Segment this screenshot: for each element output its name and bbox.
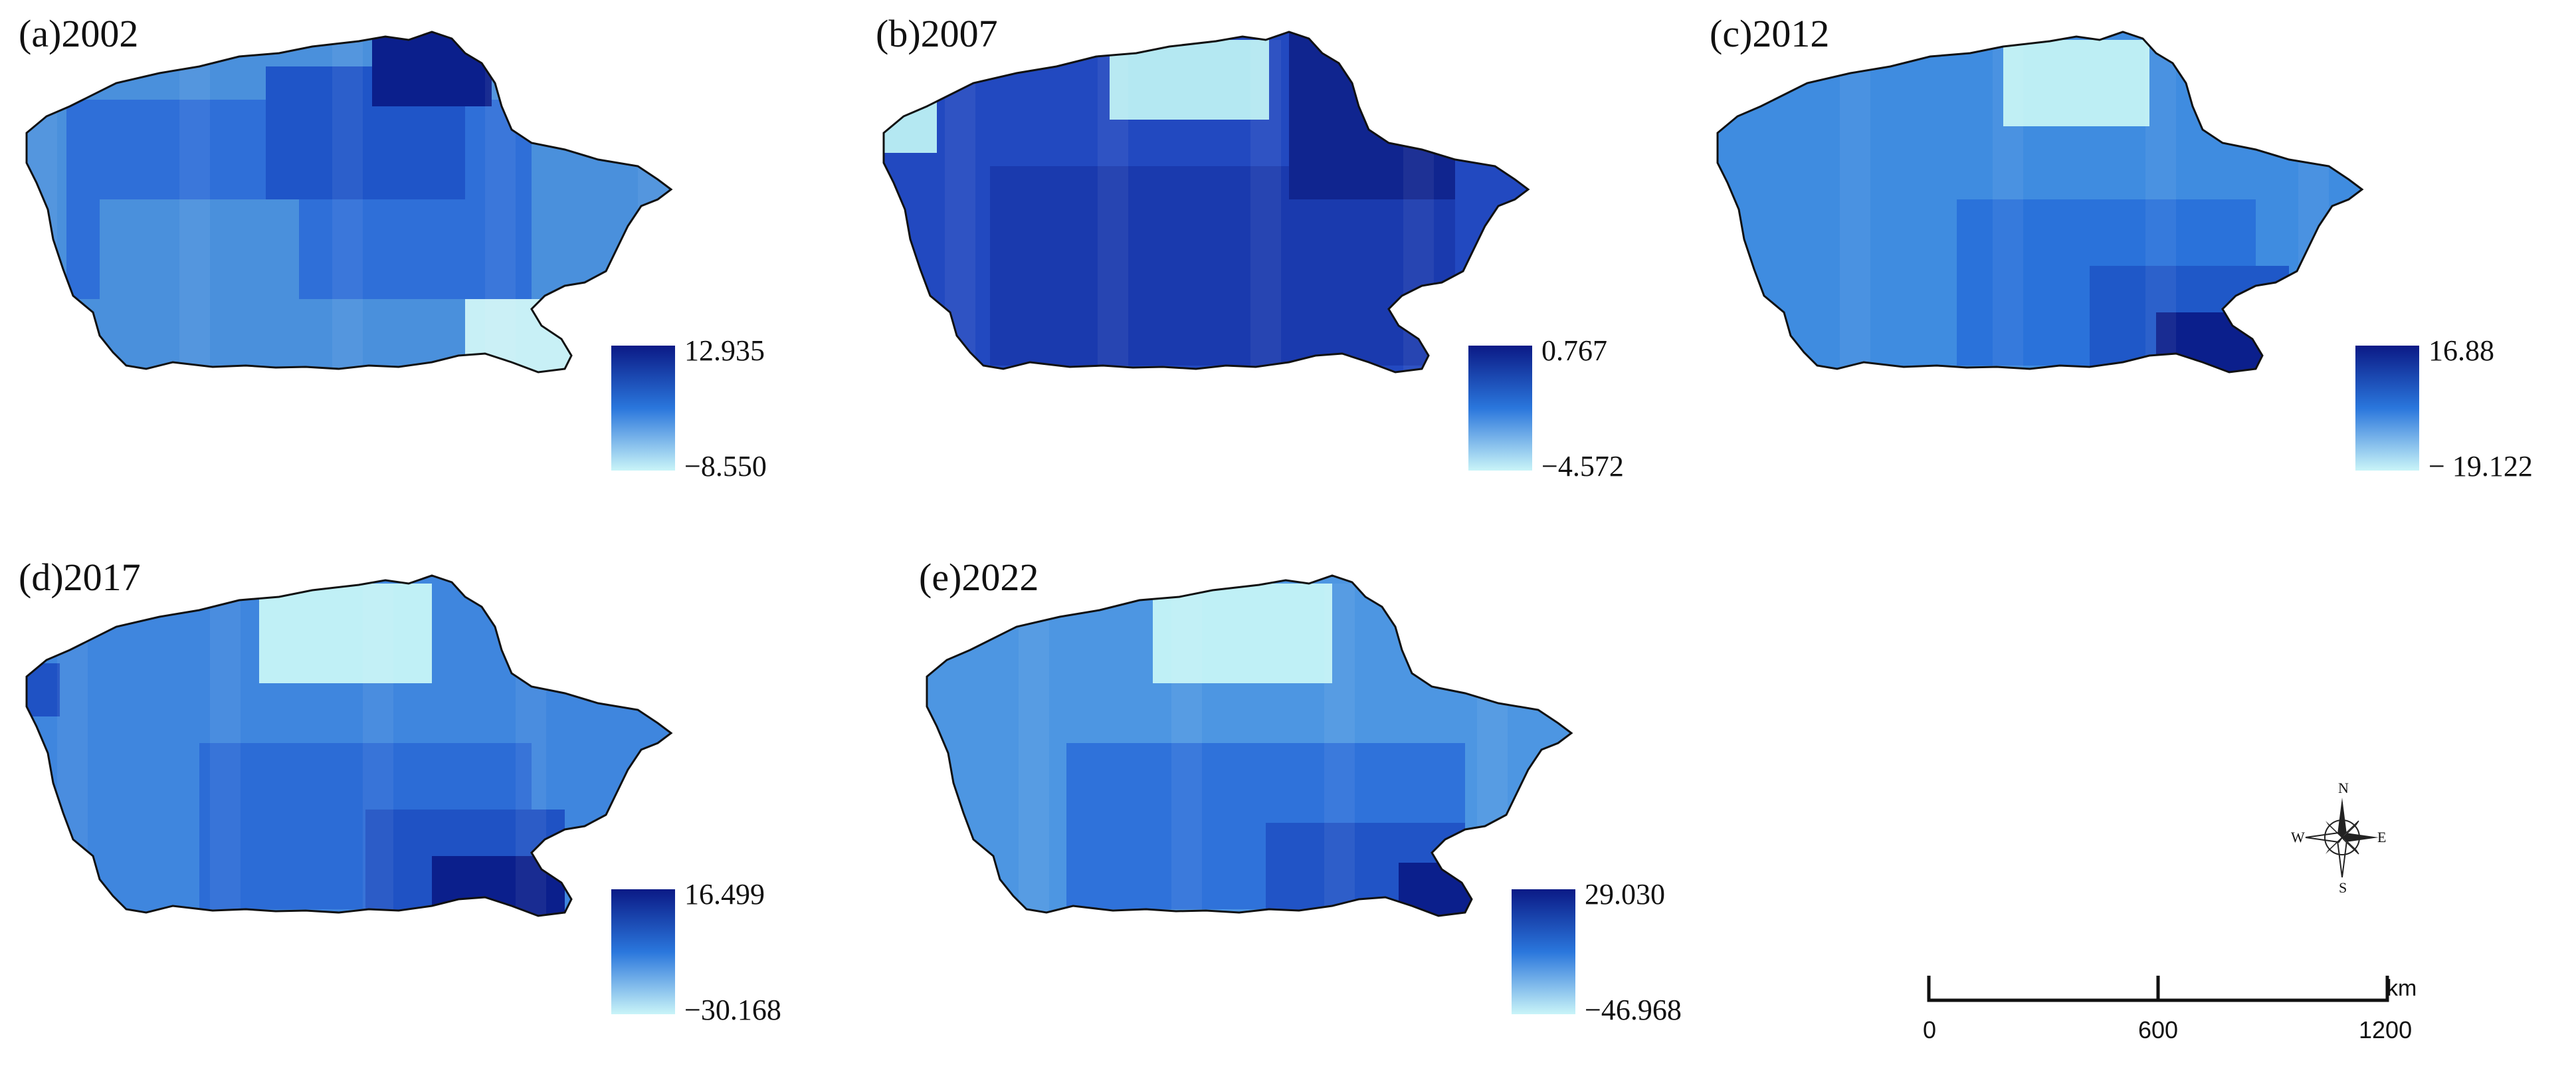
scale-tick-600: 600: [2138, 1016, 2179, 1043]
compass-east-label: E: [2377, 829, 2387, 845]
compass-north-label: N: [2338, 780, 2349, 796]
legend-color-bar: [2355, 346, 2419, 471]
legend-min-value: −30.168: [684, 994, 781, 1026]
region-boundary: [25, 31, 673, 374]
map-panel-b: (b)2007 0.767 −4.572: [857, 0, 1714, 525]
map-zone: [372, 32, 492, 106]
map-panel-d: (d)2017 16.499 −30.168: [0, 544, 857, 1069]
legend-max-value: 12.935: [684, 334, 765, 367]
compass-rose: N S E W: [2291, 780, 2387, 896]
region-map-b: [882, 31, 1532, 471]
map-panel-a: (a)2002 12.935 −8.550: [0, 0, 857, 525]
scale-tick-0: 0: [1923, 1016, 1937, 1043]
legend-max-value: 0.767: [1541, 334, 1607, 367]
map-zone: [259, 584, 432, 683]
panel-title: (e)2022: [919, 556, 1039, 599]
region-map-a: [25, 31, 675, 471]
map-panel-c: (c)2012 16.88 − 19.122: [1691, 0, 2548, 525]
panel-title: (a)2002: [19, 12, 139, 55]
map-panel-e: (e)2022 29.030 −46.968: [900, 544, 1757, 1069]
panel-title: (c)2012: [1710, 12, 1830, 55]
legend-max-value: 29.030: [1585, 878, 1665, 911]
panel-title: (b)2007: [876, 12, 998, 55]
scale-unit-label: km: [2387, 976, 2417, 1001]
compass-west-label: W: [2291, 829, 2305, 845]
legend-max-value: 16.88: [2428, 334, 2494, 367]
map-zone: [1110, 40, 1269, 120]
compass-south-label: S: [2339, 879, 2347, 896]
legend-color-bar: [611, 346, 675, 471]
legend-min-value: −8.550: [684, 450, 767, 483]
map-zone: [1153, 584, 1332, 683]
legend-min-value: −4.572: [1541, 450, 1624, 483]
legend-color-bar: [1512, 889, 1575, 1014]
region-map-c: [1716, 31, 2419, 471]
scale-tick-1200: 1200: [2359, 1016, 2413, 1043]
region-map-e: [926, 574, 1575, 1014]
map-zone: [2156, 312, 2296, 372]
region-boundary: [25, 574, 673, 917]
scale-bar: 0 600 1200 km: [1914, 970, 2419, 1057]
legend-min-value: −46.968: [1585, 994, 1682, 1026]
legend-color-bar: [611, 889, 675, 1014]
region-boundary: [882, 31, 1530, 374]
panel-title: (d)2017: [19, 556, 141, 599]
legend-max-value: 16.499: [684, 878, 765, 911]
north-arrow-icon: [2305, 798, 2379, 878]
legend-color-bar: [1468, 346, 1532, 471]
region-map-d: [25, 574, 675, 1014]
region-boundary: [1716, 31, 2364, 374]
map-zone: [2003, 40, 2149, 126]
scale-bar-graphic: [1927, 976, 2389, 1002]
map-zone: [100, 199, 299, 332]
region-boundary: [926, 574, 1573, 917]
legend-min-value: − 19.122: [2428, 450, 2533, 483]
